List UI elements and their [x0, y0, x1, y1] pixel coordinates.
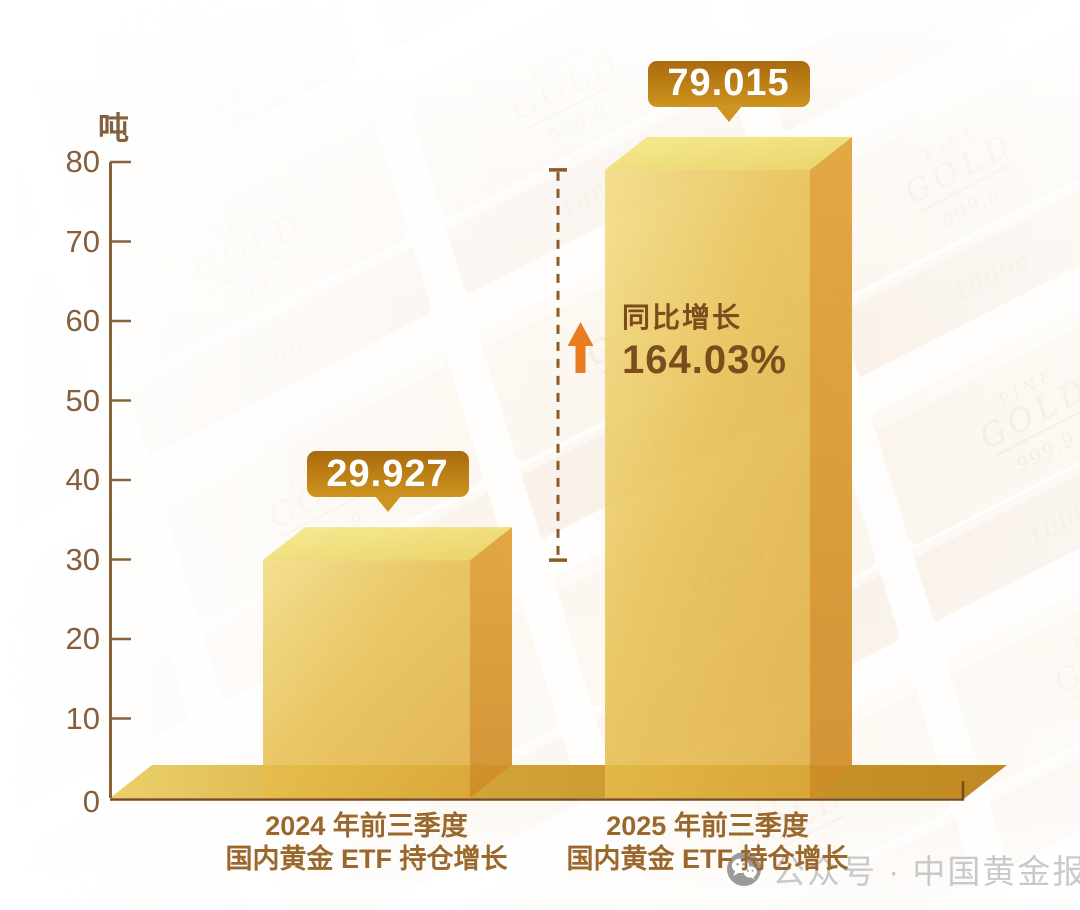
- y-axis: [109, 160, 131, 798]
- watermark-text: 公众号 · 中国黄金报: [772, 853, 1080, 890]
- growth-arrow-icon: [567, 321, 594, 373]
- comparison-dashed-line: [549, 168, 567, 562]
- wechat-icon: [727, 852, 761, 886]
- watermark: 公众号 · 中国黄金报: [726, 845, 1080, 893]
- bar-2024: [263, 527, 512, 798]
- bar-2025: [605, 136, 852, 798]
- chart-floor: [110, 765, 1007, 801]
